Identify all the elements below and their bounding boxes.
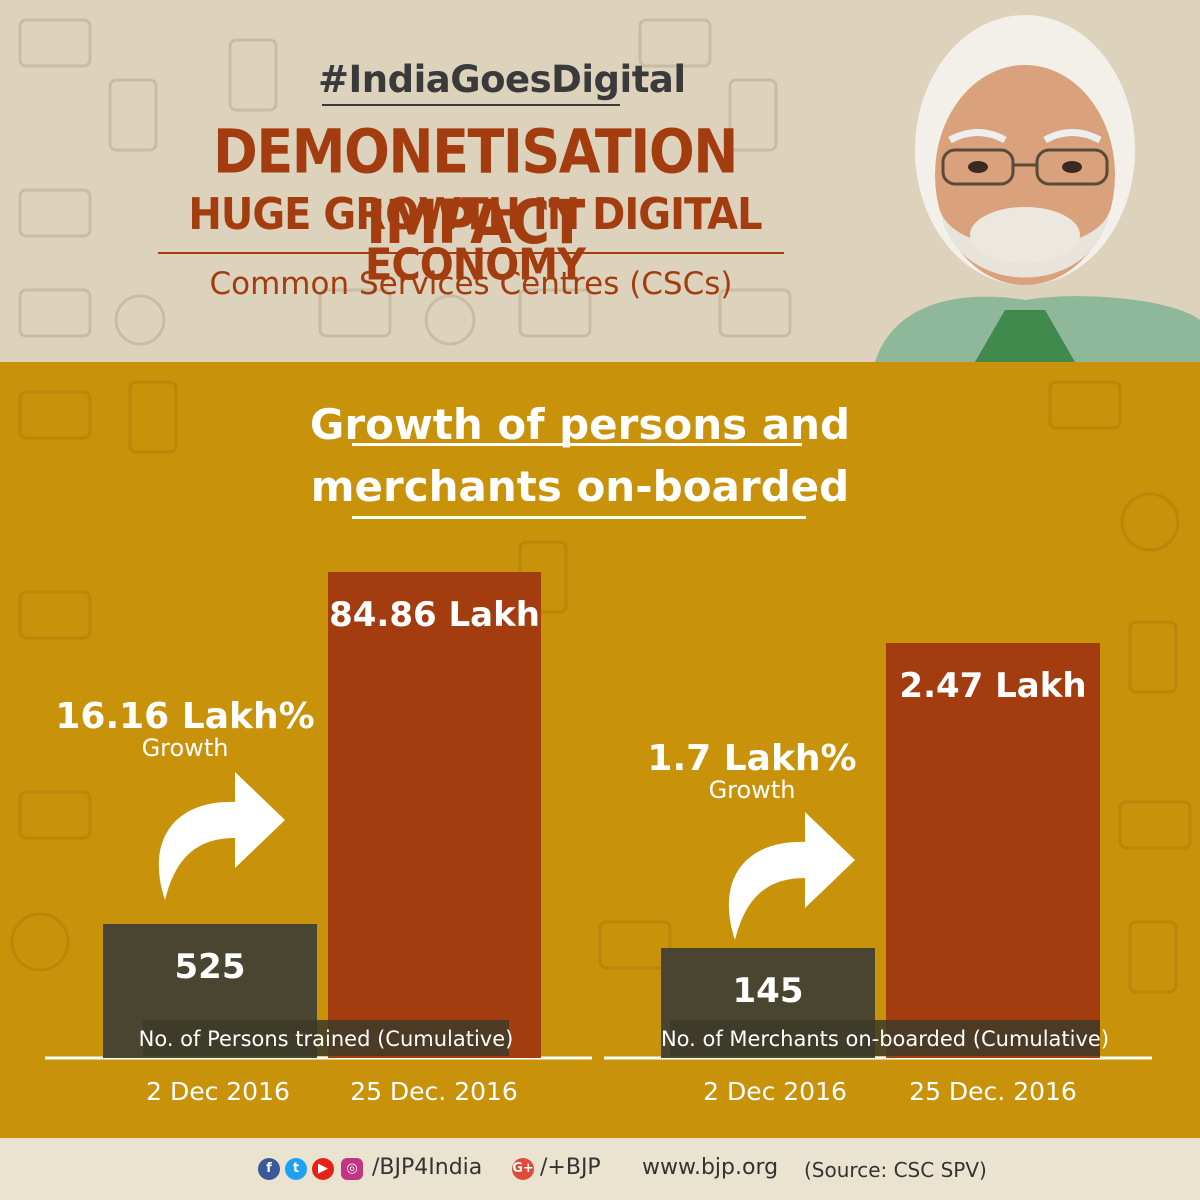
gplus-handle[interactable]: /+BJP <box>540 1155 601 1180</box>
section-title-line-2: merchants on-boarded <box>310 462 850 511</box>
hashtag: #IndiaGoesDigital <box>318 58 686 101</box>
leader-portrait <box>855 0 1200 362</box>
headline: DEMONETISATION IMPACT <box>213 116 738 258</box>
digital-icons-pattern-bottom <box>10 380 1192 994</box>
headline-underline <box>158 252 784 254</box>
bar-after <box>886 643 1100 1058</box>
section-title-underline <box>352 443 802 446</box>
x-tick-label: 2 Dec 2016 <box>703 1077 847 1106</box>
instagram-icon[interactable]: ◎ <box>341 1158 363 1180</box>
program-name: Common Services Centres (CSCs) <box>209 266 733 302</box>
digital-icons-pattern <box>18 18 792 346</box>
growth-value: 16.16 Lakh% <box>55 696 314 737</box>
growth-label: Growth <box>142 734 229 762</box>
bar-value-label: 2.47 Lakh <box>899 666 1086 706</box>
source-note: (Source: CSC SPV) <box>804 1158 987 1182</box>
youtube-icon[interactable]: ▶ <box>312 1158 334 1180</box>
bar-value-label: 145 <box>733 971 804 1011</box>
footer <box>0 1138 1200 1200</box>
bar-after <box>328 572 541 1058</box>
header-panel: #IndiaGoesDigital DEMONETISATION IMPACT … <box>0 0 1200 362</box>
bar-value-label: 84.86 Lakh <box>329 595 540 635</box>
series-label-box <box>670 1020 1100 1056</box>
section-title: Growth of persons and merchants on-board… <box>300 394 860 518</box>
bar-value-label: 525 <box>175 947 246 987</box>
section-title-underline <box>352 516 806 519</box>
x-tick-label: 2 Dec 2016 <box>146 1077 290 1106</box>
google-plus-icon[interactable]: G+ <box>512 1158 534 1180</box>
hashtag-underline <box>322 104 620 106</box>
series-label-box <box>143 1020 509 1056</box>
series-label: No. of Merchants on-boarded (Cumulative) <box>661 1027 1109 1051</box>
series-label: No. of Persons trained (Cumulative) <box>139 1027 514 1051</box>
subheadline: HUGE GROWTH IN DIGITAL ECONOMY <box>188 189 762 291</box>
twitter-icon[interactable]: t <box>285 1158 307 1180</box>
growth-label: Growth <box>709 776 796 804</box>
growth-value: 1.7 Lakh% <box>647 738 856 779</box>
curved-arrow-icon <box>158 772 285 900</box>
website-link[interactable]: www.bjp.org <box>642 1155 779 1180</box>
facebook-icon[interactable]: f <box>258 1158 280 1180</box>
x-tick-label: 25 Dec. 2016 <box>350 1077 518 1106</box>
section-title-line-1: Growth of persons and <box>309 400 851 449</box>
x-tick-label: 25 Dec. 2016 <box>909 1077 1077 1106</box>
curved-arrow-icon <box>728 812 855 940</box>
social-handle[interactable]: /BJP4India <box>372 1155 483 1180</box>
bar-charts: 525 84.86 Lakh No. of Persons trained (Cum… <box>45 572 1152 1106</box>
